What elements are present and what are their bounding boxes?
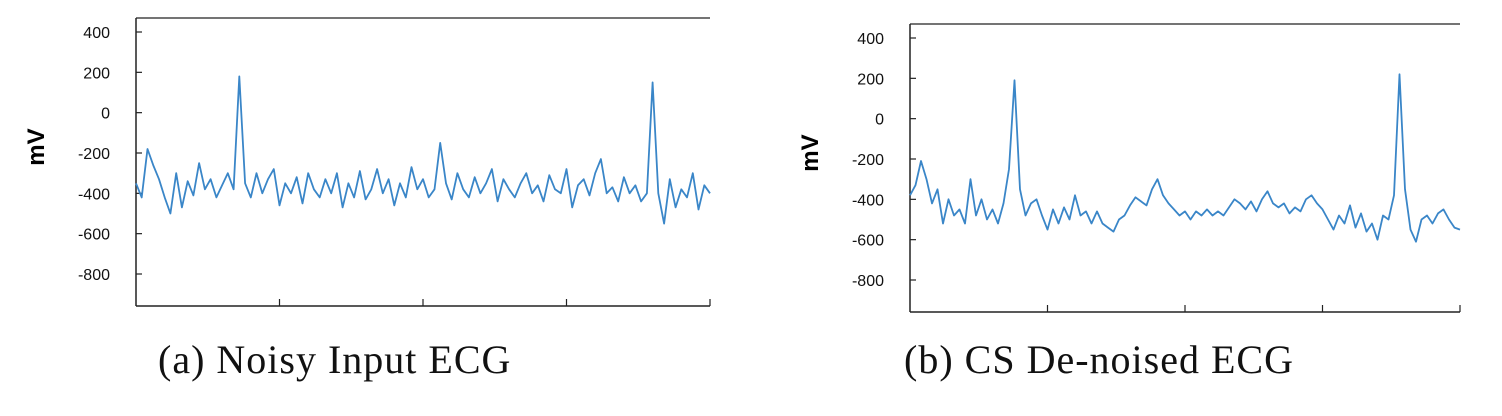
y-tick-label: 0 (101, 106, 110, 123)
y-tick-label: -600 (852, 233, 884, 250)
y-tick-label: -800 (852, 273, 884, 290)
noisy-ecg-chart: 400 200 0 -200 -400 -600 -800 mV (23, 17, 711, 307)
y-tick-label: -200 (78, 146, 110, 163)
y-tick-label: 400 (857, 31, 884, 48)
y-tick-label: -800 (78, 267, 110, 284)
y-tick-label: -400 (78, 186, 110, 203)
denoised-ecg-chart: 400 200 0 -200 -400 -600 -800 mV (797, 23, 1461, 313)
y-tick-label: -600 (78, 227, 110, 244)
chart-caption: (a) Noisy Input ECG (158, 337, 512, 382)
chart-panel-denoised: 400 200 0 -200 -400 -600 -800 mV (b) CS De-nois… (752, 0, 1502, 416)
ecg-series-line (135, 75, 711, 225)
y-tick-label: 200 (83, 65, 110, 82)
chart-panel-noisy: 400 200 0 -200 -400 -600 -800 mV (a) Noisy Inpu… (0, 0, 750, 416)
y-tick-label: 0 (875, 112, 884, 129)
y-tick-label: 400 (83, 25, 110, 42)
chart-caption: (b) CS De-noised ECG (904, 337, 1294, 382)
y-axis-label: mV (23, 128, 50, 165)
ecg-series-line (909, 73, 1461, 243)
y-tick-label: -400 (852, 192, 884, 209)
y-axis-label: mV (797, 134, 824, 171)
y-tick-label: 200 (857, 71, 884, 88)
y-tick-label: -200 (852, 152, 884, 169)
